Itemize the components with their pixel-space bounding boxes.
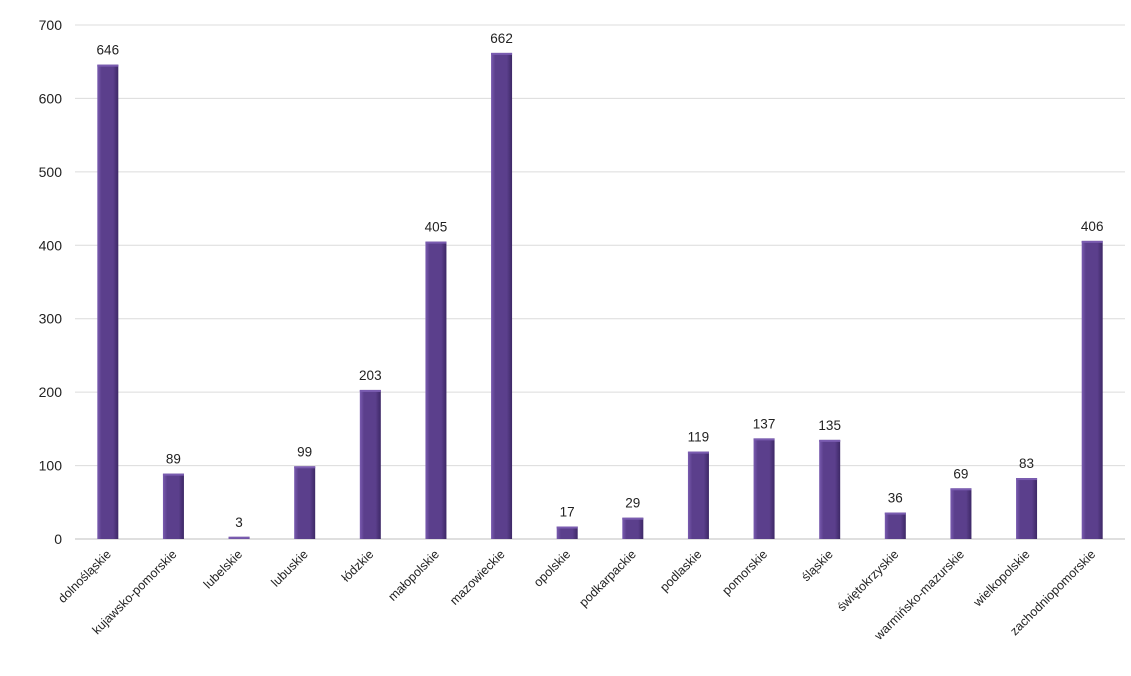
data-label: 69	[953, 466, 968, 481]
bar-cap	[425, 241, 447, 244]
data-label: 405	[425, 220, 448, 235]
x-category-label: podlaskie	[657, 547, 704, 594]
bar	[359, 389, 381, 539]
data-label: 29	[625, 496, 640, 511]
x-category-label: śląskie	[799, 547, 836, 584]
bar-cap	[1081, 240, 1103, 243]
bar	[97, 64, 119, 539]
bar	[622, 517, 644, 539]
x-category-label: pomorskie	[720, 547, 771, 598]
bar	[950, 488, 972, 539]
data-label: 36	[888, 491, 903, 506]
bar-cap	[491, 52, 513, 55]
data-labels: 646 89 3 99 203 405 662 17 29 119 137 135 36 69 83 406	[97, 31, 1104, 530]
data-label: 3	[235, 515, 243, 530]
bar	[819, 439, 841, 539]
bar-cap	[622, 517, 644, 520]
data-label: 83	[1019, 456, 1034, 471]
x-category-label: lubuskie	[268, 547, 310, 589]
data-label: 119	[688, 430, 710, 445]
bar-cap	[556, 526, 578, 529]
bar-cap	[1016, 478, 1038, 481]
bar-cap	[819, 439, 841, 442]
y-tick-label: 300	[39, 311, 63, 327]
x-category-label: świętokrzyskie	[835, 547, 902, 614]
bar-cap	[753, 438, 775, 441]
bar-cap	[294, 466, 316, 469]
bar	[425, 241, 447, 539]
x-category-label: podkarpackie	[576, 547, 639, 610]
bar	[1016, 478, 1038, 539]
bar	[491, 52, 513, 539]
bar	[753, 438, 775, 539]
bar-cap	[687, 451, 709, 454]
bar-cap	[950, 488, 972, 491]
x-category-label: mazowieckie	[447, 547, 508, 608]
x-category-label: małopolskie	[385, 547, 442, 604]
bar	[884, 512, 906, 539]
bar-cap	[162, 473, 184, 476]
bar-cap	[228, 536, 250, 539]
bar	[556, 526, 578, 539]
y-tick-label: 200	[39, 384, 63, 400]
x-category-label: opolskie	[531, 547, 573, 589]
bar-cap	[884, 512, 906, 515]
y-tick-label: 400	[39, 237, 63, 253]
gridlines	[75, 24, 1125, 540]
y-tick-label: 0	[54, 531, 62, 547]
data-label: 646	[97, 43, 120, 58]
x-category-label: lubelskie	[201, 547, 245, 591]
data-label: 137	[753, 416, 776, 431]
data-label: 662	[490, 31, 513, 46]
bars	[97, 52, 1103, 539]
y-tick-label: 500	[39, 164, 63, 180]
data-label: 89	[166, 452, 181, 467]
data-label: 406	[1081, 219, 1104, 234]
y-tick-label: 600	[39, 90, 63, 106]
data-label: 135	[818, 418, 841, 433]
bar	[687, 451, 709, 539]
bar	[1081, 240, 1103, 539]
x-category-label: wielkopolskie	[970, 547, 1033, 610]
bar	[162, 473, 184, 539]
y-tick-label: 100	[39, 458, 63, 474]
y-tick-label: 700	[39, 17, 63, 33]
x-category-label: łódzkie	[339, 547, 376, 584]
bar	[294, 466, 316, 539]
data-label: 99	[297, 444, 312, 459]
data-label: 203	[359, 368, 382, 383]
x-category-label: dolnośląskie	[55, 547, 114, 606]
data-label: 17	[560, 505, 575, 520]
y-axis-ticks: 0 100 200 300 400 500 600 700	[39, 17, 63, 547]
bar-cap	[359, 389, 381, 392]
bar-cap	[97, 64, 119, 67]
